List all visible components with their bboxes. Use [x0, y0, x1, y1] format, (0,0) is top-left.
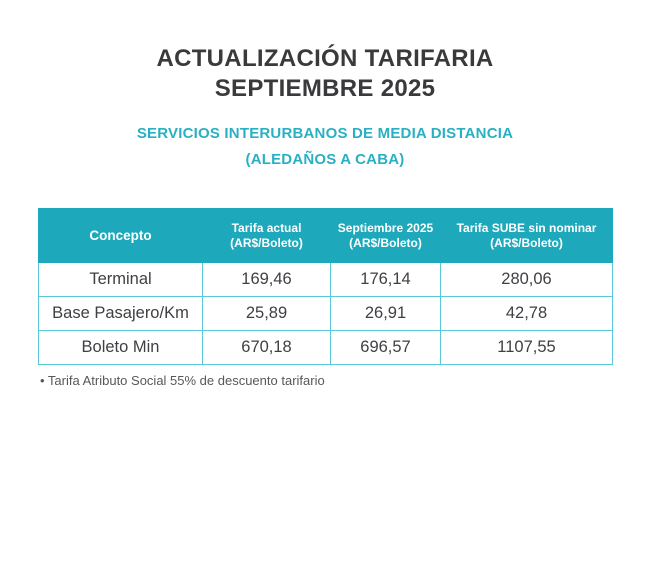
cell-tarifa-actual: 670,18 [202, 330, 331, 365]
header-sublabel: (AR$/Boleto) [490, 235, 563, 250]
tariff-table: Concepto Tarifa actual (AR$/Boleto) Sept… [38, 208, 613, 365]
cell-concepto: Boleto Min [38, 330, 203, 365]
header-label: Concepto [89, 228, 152, 243]
header-cell-septiembre-2025: Septiembre 2025 (AR$/Boleto) [330, 208, 441, 263]
cell-septiembre-2025: 26,91 [330, 296, 441, 331]
table-header: Concepto Tarifa actual (AR$/Boleto) Sept… [38, 208, 613, 263]
cell-septiembre-2025: 696,57 [330, 330, 441, 365]
page-title: ACTUALIZACIÓN TARIFARIA SEPTIEMBRE 2025 [0, 44, 650, 104]
page-title-line1: ACTUALIZACIÓN TARIFARIA [156, 45, 494, 72]
table-row-boleto-min: Boleto Min 670,18 696,57 1107,55 [38, 330, 613, 365]
header-cell-concepto: Concepto [38, 208, 203, 263]
header-cell-tarifa-sube: Tarifa SUBE sin nominar (AR$/Boleto) [440, 208, 613, 263]
header-label: Tarifa SUBE sin nominar [456, 220, 597, 235]
cell-tarifa-sube: 42,78 [440, 296, 613, 331]
table-header-row: Concepto Tarifa actual (AR$/Boleto) Sept… [38, 208, 613, 263]
header-label: Septiembre 2025 [337, 220, 434, 235]
cell-tarifa-actual: 25,89 [202, 296, 331, 331]
table-row-terminal: Terminal 169,46 176,14 280,06 [38, 262, 613, 297]
cell-concepto: Base Pasajero/Km [38, 296, 203, 331]
header-sublabel: (AR$/Boleto) [230, 235, 303, 250]
cell-septiembre-2025: 176,14 [330, 262, 441, 297]
cell-tarifa-actual: 169,46 [202, 262, 331, 297]
table-body: Terminal 169,46 176,14 280,06 Base Pasaj… [38, 262, 613, 365]
cell-concepto: Terminal [38, 262, 203, 297]
page-subtitle-line2: (ALEDAÑOS A CABA) [245, 151, 405, 168]
cell-tarifa-sube: 1107,55 [440, 330, 613, 365]
tariff-table-wrap: Concepto Tarifa actual (AR$/Boleto) Sept… [38, 208, 613, 365]
cell-tarifa-sube: 280,06 [440, 262, 613, 297]
page-title-line2: SEPTIEMBRE 2025 [214, 75, 436, 102]
header-label: Tarifa actual [231, 220, 302, 235]
table-row-base-pasajero-km: Base Pasajero/Km 25,89 26,91 42,78 [38, 296, 613, 331]
page-subtitle-line1: SERVICIOS INTERURBANOS DE MEDIA DISTANCI… [136, 125, 514, 142]
header-sublabel: (AR$/Boleto) [349, 235, 422, 250]
footnote: • Tarifa Atributo Social 55% de descuent… [40, 373, 325, 388]
page-subtitle: SERVICIOS INTERURBANOS DE MEDIA DISTANCI… [0, 121, 650, 173]
header-cell-tarifa-actual: Tarifa actual (AR$/Boleto) [202, 208, 331, 263]
